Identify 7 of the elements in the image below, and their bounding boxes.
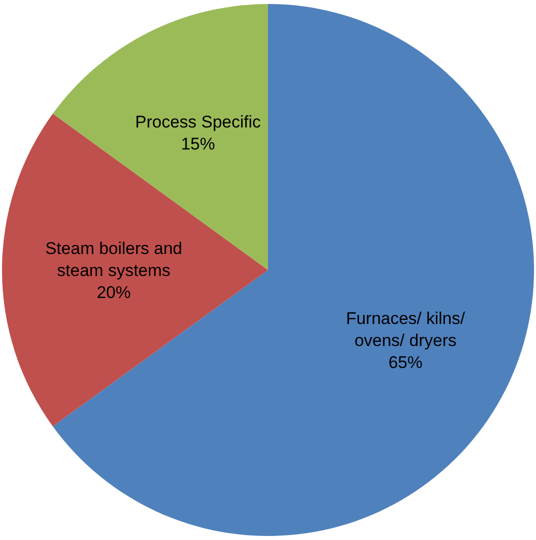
data-label: 15%	[180, 134, 215, 154]
pie-slice	[2, 114, 268, 426]
data-label: 65%	[388, 353, 422, 372]
data-label: 20%	[96, 283, 131, 302]
slice-label: Furnaces/ kilns/ ovens/ dryers	[346, 309, 466, 350]
slice-label: Process Specific	[135, 112, 262, 132]
slice-label: Steam boilers and steam systems	[45, 239, 182, 280]
